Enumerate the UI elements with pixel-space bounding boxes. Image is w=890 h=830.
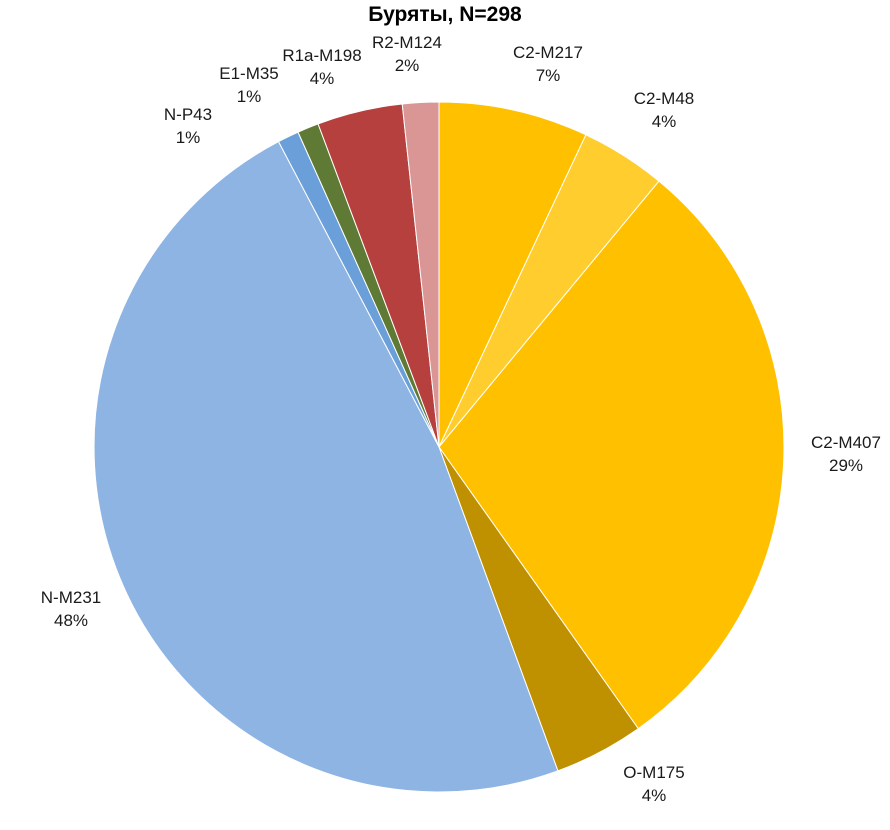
slice-label: E1-M35 — [219, 64, 279, 83]
slice-percent-label: 4% — [652, 112, 677, 131]
slice-label: O-M175 — [623, 763, 684, 782]
slice-label: N-M231 — [41, 588, 101, 607]
pie-slice-c2-m407 — [438, 180, 785, 730]
chart-title: Буряты, N=298 — [368, 3, 522, 26]
slice-label: R2-M124 — [372, 33, 442, 52]
slice-percent-label: 29% — [829, 456, 863, 475]
labels-layer: C2-M217 7% C2-M48 4% C2-M407 29% O-M175 4% N-M23… — [41, 33, 881, 805]
slice-percent-label: 7% — [536, 66, 561, 85]
slice-percent-label: 4% — [642, 786, 667, 805]
slice-percent-label: 1% — [176, 128, 201, 147]
slice-label: C2-M407 — [811, 433, 881, 452]
slice-label: R1a-M198 — [282, 46, 361, 65]
slice-label: C2-M217 — [513, 43, 583, 62]
slice-label: N-P43 — [164, 105, 212, 124]
slice-percent-label: 48% — [54, 611, 88, 630]
slice-percent-label: 4% — [310, 69, 335, 88]
slice-label: C2-M48 — [634, 89, 694, 108]
slice-percent-label: 2% — [395, 56, 420, 75]
slices-layer — [93, 101, 785, 793]
pie-slice-n-m231 — [93, 140, 559, 793]
pie-slice-c2-m217 — [438, 101, 587, 448]
pie-slice-r2-m124 — [401, 101, 440, 448]
slice-percent-label: 1% — [237, 87, 262, 106]
